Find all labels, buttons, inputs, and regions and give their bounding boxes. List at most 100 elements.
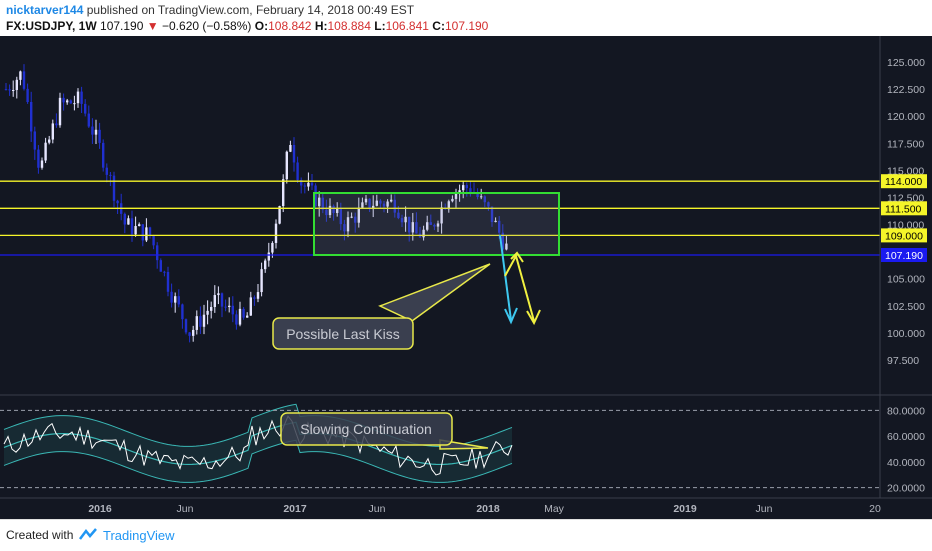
candle-body — [130, 218, 134, 235]
rsi-axis[interactable]: 80.0000 60.0000 40.0000 20.0000 — [0, 405, 925, 495]
candle-body — [321, 197, 324, 210]
candle-body — [436, 223, 440, 227]
candle-body — [181, 304, 184, 320]
candle-body — [94, 129, 98, 135]
candle-body — [339, 208, 342, 225]
candle-body — [325, 209, 328, 216]
high-value: 108.884 — [327, 19, 371, 33]
price-badge — [881, 201, 927, 216]
author-link[interactable]: nicktarver144 — [6, 3, 84, 17]
candle-body — [490, 206, 494, 223]
candle-body — [368, 198, 371, 209]
time-tick-label: Jun — [369, 503, 386, 515]
candle-body — [30, 102, 33, 132]
candle-body — [80, 91, 83, 104]
candle-body — [148, 227, 152, 236]
candle-body — [163, 271, 166, 273]
candle-body — [303, 185, 306, 187]
candle-body — [292, 144, 296, 163]
down-arrow-icon: ▼ — [146, 19, 159, 33]
candle-body — [188, 332, 191, 336]
candle-body — [69, 100, 72, 104]
candle-body — [246, 315, 249, 318]
price-tick-label: 102.500 — [887, 301, 925, 313]
candle-body — [361, 202, 364, 208]
candle-body — [105, 167, 108, 175]
candle-body — [307, 182, 310, 187]
candle-body — [238, 308, 242, 325]
candle-body — [354, 216, 357, 223]
candle-body — [19, 71, 22, 80]
candle-body — [177, 296, 180, 305]
candle-body — [66, 100, 69, 103]
price-badge-label: 114.000 — [885, 176, 922, 188]
price-badge — [881, 247, 927, 262]
price-tick-label: 125.000 — [887, 57, 925, 69]
last-kiss-callout[interactable]: Possible Last Kiss — [272, 263, 491, 350]
created-with-label: Created with — [6, 528, 74, 542]
symbol-label[interactable]: FX:USDJPY, 1W — [6, 19, 97, 33]
candle-body — [400, 218, 404, 223]
candle-body — [184, 319, 188, 333]
price-tick-label: 120.000 — [887, 111, 925, 123]
candle-body — [404, 216, 407, 223]
price-badges: 114.000 111.500 109.000 107.190 — [881, 174, 927, 262]
candle-body — [498, 220, 501, 233]
candle-body — [346, 217, 350, 232]
candle-body — [278, 206, 281, 224]
slowing-continuation-callout[interactable]: Slowing Continuation — [280, 412, 489, 450]
zigzag-arrow-yellow — [504, 251, 541, 326]
tradingview-logo-icon[interactable] — [78, 527, 98, 541]
candle-body — [393, 199, 396, 213]
candle-body — [206, 310, 209, 315]
time-tick-label: Jun — [177, 503, 194, 515]
candle-body — [364, 198, 368, 203]
candle-body — [422, 229, 425, 238]
candle-body — [217, 293, 220, 296]
candle-body — [12, 89, 15, 91]
candle-body — [33, 131, 36, 150]
candle-body — [253, 297, 256, 299]
candle-body — [411, 222, 414, 233]
candle-body — [37, 149, 40, 168]
candle-body — [134, 226, 137, 235]
candle-body — [84, 103, 87, 114]
candle-body — [145, 227, 148, 241]
price-tick-label: 117.500 — [887, 138, 924, 150]
candle-body — [170, 291, 173, 303]
candle-body — [483, 196, 486, 203]
candle-body — [4, 89, 8, 91]
candle-body — [433, 224, 436, 227]
tradingview-brand-link[interactable]: TradingView — [103, 528, 175, 543]
price-tick-label: 100.000 — [887, 328, 925, 340]
candle-body — [44, 142, 47, 161]
candle-body — [487, 202, 490, 207]
close-value: 107.190 — [444, 19, 489, 33]
candle-body — [264, 260, 267, 270]
consolidation-box[interactable] — [313, 192, 560, 256]
time-axis[interactable]: 2016 Jun 2017 Jun 2018 May 2019 Jun 20 — [88, 503, 881, 515]
time-tick-label: 2019 — [673, 503, 697, 515]
candle-body — [109, 174, 112, 176]
candle-body — [192, 329, 195, 336]
candle-body — [228, 305, 231, 307]
candle-body — [8, 89, 11, 91]
price-tick-label: 122.500 — [887, 84, 925, 96]
chart-canvas[interactable]: Possible Last Kiss Slowing Continuation … — [0, 36, 932, 519]
candle-body — [249, 297, 252, 316]
candle-body — [476, 192, 479, 197]
close-label: C: — [432, 19, 445, 33]
candle-body — [213, 295, 216, 307]
time-tick-label: 2018 — [476, 503, 500, 515]
candle-body — [318, 197, 321, 207]
candle-body — [357, 207, 360, 223]
candle-body — [235, 314, 238, 325]
candle-body — [451, 198, 454, 202]
candle-body — [447, 201, 450, 210]
candle-body — [51, 123, 54, 140]
candle-body — [462, 185, 465, 191]
down-arrow-cyan — [499, 234, 518, 325]
last-price: 107.190 — [100, 19, 144, 33]
candle-body — [386, 201, 389, 207]
bollinger-fill — [4, 404, 512, 483]
